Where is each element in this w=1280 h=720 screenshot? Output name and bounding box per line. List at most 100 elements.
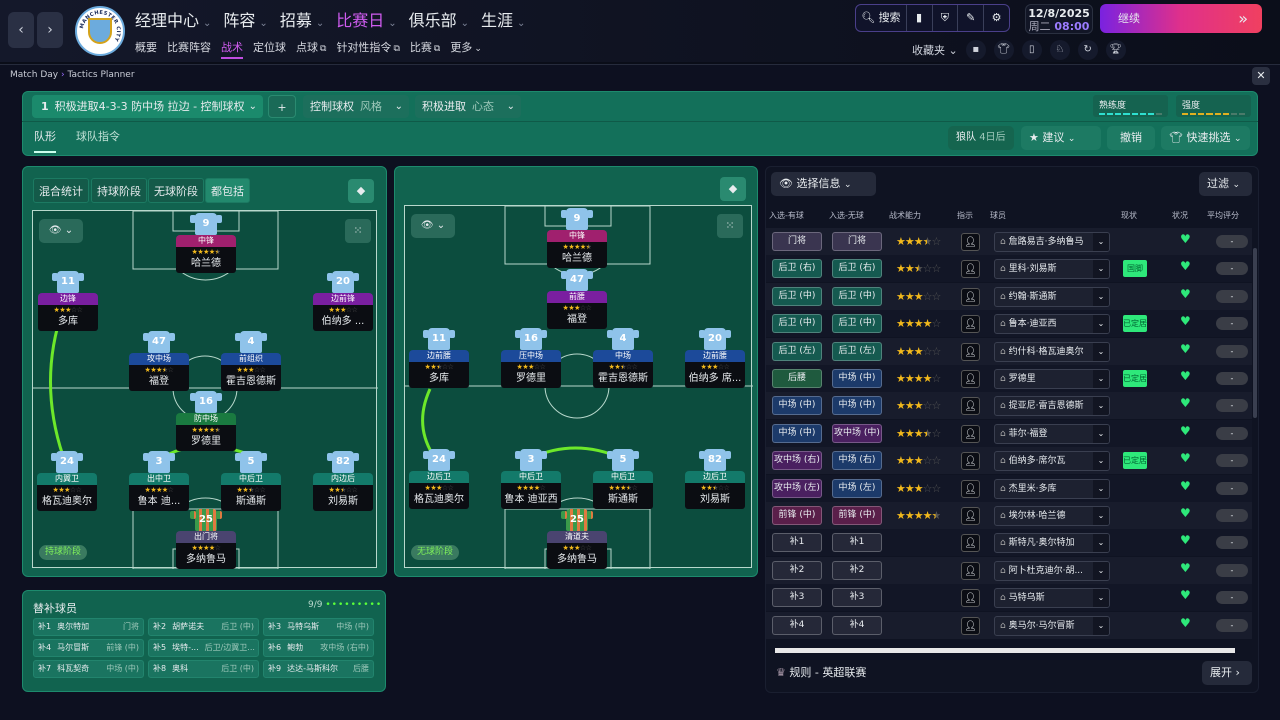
out-of-possession-role-button[interactable]: 补1 [832, 533, 882, 553]
settings-button[interactable]: ⚙ [984, 5, 1009, 31]
sub-nav-6[interactable]: 比赛 ⧉ [410, 39, 440, 59]
back-button[interactable]: ‹ [8, 12, 34, 48]
quick-pick-button[interactable]: 👕︎ 快速挑选 ⌄ [1161, 126, 1250, 150]
column-header[interactable]: 平均评分 [1207, 211, 1239, 220]
breadcrumb-match-day[interactable]: Match Day [10, 70, 59, 80]
main-nav-0[interactable]: 经理中心 ⌄ [135, 7, 211, 31]
instructions-button[interactable]: 👤︎ [961, 233, 980, 251]
trophy-icon[interactable]: 🏆︎ [1105, 40, 1126, 60]
player-card[interactable]: 9 中锋 ★★★★★ 哈兰德 [176, 213, 236, 273]
in-possession-role-button[interactable]: 后卫 (中) [772, 314, 822, 334]
player-card[interactable]: 20 边前锋 ★★★☆☆ 伯纳多 ... [313, 271, 373, 331]
familiarity-meter[interactable]: 熟练度 [1093, 95, 1168, 117]
in-possession-role-button[interactable]: 后腰 [772, 369, 822, 388]
main-nav-4[interactable]: 俱乐部 ⌄ [409, 7, 469, 31]
in-possession-role-button[interactable]: 攻中场 (右) [772, 451, 822, 471]
undo-button[interactable]: 撤销 [1107, 126, 1155, 150]
instructions-button[interactable]: 👤︎ [961, 589, 980, 608]
out-of-possession-role-button[interactable]: 后卫 (中) [832, 286, 882, 306]
column-header[interactable]: 入选-无球 [829, 211, 864, 220]
intensity-meter[interactable]: 强度 [1176, 95, 1251, 117]
out-of-possession-role-button[interactable]: 中场 (左) [832, 478, 882, 498]
player-dropdown[interactable]: ⌂ 奥马尔·马尔冒斯 ⌄ [994, 615, 1110, 636]
player-card[interactable]: 5 中后卫 ★★★☆☆ 斯通斯 [221, 451, 281, 511]
player-card[interactable]: 16 压中场 ★★★☆☆ 罗德里 [501, 328, 561, 388]
in-possession-role-button[interactable]: 后卫 (右) [772, 259, 822, 279]
player-dropdown[interactable]: ⌂ 约什科·格瓦迪奥尔 ⌄ [994, 341, 1110, 362]
main-nav-2[interactable]: 招募 ⌄ [280, 7, 324, 31]
shape-toggle-button[interactable]: ◆ [348, 179, 374, 203]
view-options-button[interactable]: 👁︎ ⌄ [411, 214, 455, 238]
tab-out-of-possession[interactable]: 无球阶段 [148, 178, 204, 203]
column-header[interactable]: 入选-有球 [769, 211, 804, 220]
add-tactic-button[interactable]: + [268, 95, 296, 118]
player-card[interactable]: 9 中锋 ★★★★★ 哈兰德 [547, 208, 607, 268]
in-possession-role-button[interactable]: 中场 (中) [772, 423, 822, 443]
main-nav-5[interactable]: 生涯 ⌄ [481, 7, 525, 31]
sub-item[interactable]: 补5 埃特-... 后卫/边翼卫... [148, 639, 259, 657]
sub-nav-1[interactable]: 比赛阵容 [167, 39, 211, 59]
table-row[interactable]: 攻中场 (左) 中场 (左) ★★★☆☆ 👤︎ ⌂ 杰里米·多库 ⌄ ♥ - [766, 474, 1252, 502]
tab-team-instructions[interactable]: 球队指令 [76, 130, 120, 143]
main-nav-1[interactable]: 阵容 ⌄ [223, 7, 267, 31]
player-dropdown[interactable]: ⌂ 罗德里 ⌄ [994, 369, 1110, 389]
out-of-possession-role-button[interactable]: 补4 [832, 615, 882, 635]
column-header[interactable]: 指示 [957, 211, 973, 220]
edit-button[interactable]: ✎ [958, 5, 985, 31]
bookmark-button[interactable]: ▮ [907, 5, 933, 31]
instructions-button[interactable]: 👤︎ [961, 397, 980, 416]
table-row[interactable]: 中场 (中) 中场 (中) ★★★☆☆ 👤︎ ⌂ 提亚尼·雷吉恩德斯 ⌄ ♥ - [766, 392, 1252, 420]
search-button[interactable]: 🔍︎ 搜索 [856, 5, 907, 31]
refresh-icon[interactable]: ↻ [1077, 40, 1098, 60]
player-card[interactable]: 3 中后卫 ★★★★☆ 鲁本 迪亚西 [501, 449, 561, 509]
continue-button[interactable]: 继续 » [1100, 4, 1262, 33]
tab-in-possession[interactable]: 持球阶段 [91, 178, 147, 203]
tab-formation[interactable]: 队形 [34, 128, 56, 153]
out-of-possession-role-button[interactable]: 后卫 (右) [832, 259, 882, 279]
sub-item[interactable]: 补6 鲍勃 攻中场 (右中) [263, 639, 374, 657]
instructions-button[interactable]: 👤︎ [961, 342, 980, 361]
table-row[interactable]: 后卫 (右) 后卫 (右) ★★★☆☆ 👤︎ ⌂ 里科·刘易斯 ⌄ 国脚 ♥ - [766, 255, 1252, 283]
player-card[interactable]: 24 边后卫 ★★★☆☆ 格瓦迪奥尔 [409, 449, 469, 509]
out-of-possession-role-button[interactable]: 补3 [832, 588, 882, 608]
out-of-possession-role-button[interactable]: 中场 (中) [832, 396, 882, 416]
table-row[interactable]: 补3 补3 👤︎ ⌂ 马特乌斯 ⌄ ♥ - [766, 584, 1252, 612]
instructions-button[interactable]: 👤︎ [961, 561, 980, 580]
column-header[interactable]: 状况 [1172, 211, 1188, 220]
table-row[interactable]: 补1 补1 👤︎ ⌂ 斯特凡·奥尔特加 ⌄ ♥ - [766, 529, 1252, 557]
player-dropdown[interactable]: ⌂ 杰里米·多库 ⌄ [994, 478, 1110, 499]
filter-dropdown[interactable]: 过滤 ⌄ [1199, 172, 1252, 196]
table-row[interactable]: 门将 门将 ★★★★☆ 👤︎ ⌂ 詹路易吉·多纳鲁马 ⌄ ♥ - [766, 228, 1252, 255]
out-of-possession-role-button[interactable]: 补2 [832, 560, 882, 580]
sub-item[interactable]: 补7 科瓦契奇 中场 (中) [33, 660, 144, 678]
table-row[interactable]: 中场 (中) 攻中场 (中) ★★★★☆ 👤︎ ⌂ 菲尔·福登 ⌄ ♥ - [766, 419, 1252, 447]
in-possession-role-button[interactable]: 补1 [772, 533, 822, 553]
in-possession-role-button[interactable]: 攻中场 (左) [772, 478, 822, 498]
player-card[interactable]: 25 清道夫 ★★★☆☆ 多纳鲁马 [547, 509, 607, 569]
table-row[interactable]: 后卫 (中) 后卫 (中) ★★★★☆ 👤︎ ⌂ 鲁本·迪亚西 ⌄ 已定居 ♥ - [766, 310, 1252, 338]
sub-nav-7[interactable]: 更多 ⌄ [450, 39, 482, 59]
instructions-button[interactable]: 👤︎ [961, 315, 980, 334]
player-card[interactable]: 11 边前腰 ★★★☆☆ 多库 [409, 328, 469, 388]
instructions-button[interactable]: 👤︎ [961, 424, 980, 443]
player-dropdown[interactable]: ⌂ 阿卜杜克迪尔·胡... ⌄ [994, 560, 1110, 581]
player-card[interactable]: 25 出门将 ★★★★☆ 多纳鲁马 [176, 509, 236, 569]
instructions-button[interactable]: 👤︎ [961, 287, 980, 306]
player-dropdown[interactable]: ⌂ 埃尔林·哈兰德 ⌄ [994, 506, 1110, 526]
sub-nav-3[interactable]: 定位球 [253, 39, 286, 59]
sub-item[interactable]: 补8 奥科 后卫 (中) [148, 660, 259, 678]
favorites-dropdown[interactable]: 收藏夹 ⌄ [912, 42, 958, 58]
chat-icon[interactable]: ▪ [965, 40, 986, 60]
tactic-selector[interactable]: 1 积极进取4-3-3 防中场 拉边 - 控制球权 ⌄ [32, 95, 263, 118]
style-dropdown[interactable]: 控制球权 风格 ⌄ [303, 95, 409, 118]
tab-mixed-stats[interactable]: 混合统计 [33, 178, 89, 203]
column-header[interactable]: 球员 [990, 211, 1006, 220]
out-of-possession-role-button[interactable]: 后卫 (中) [832, 314, 882, 334]
player-card[interactable]: 47 前腰 ★★★☆☆ 福登 [547, 269, 607, 329]
suggest-button[interactable]: ★ 建议 ⌄ [1021, 126, 1101, 150]
sub-nav-2[interactable]: 战术 [221, 39, 243, 59]
player-card[interactable]: 20 边前腰 ★★★☆☆ 伯纳多 席... [685, 328, 745, 388]
table-row[interactable]: 攻中场 (右) 中场 (右) ★★★☆☆ 👤︎ ⌂ 伯纳多·席尔瓦 ⌄ 已定居 ♥ - [766, 447, 1252, 475]
player-dropdown[interactable]: ⌂ 约翰·斯通斯 ⌄ [994, 286, 1110, 307]
tab-both[interactable]: 都包括 [205, 178, 250, 203]
